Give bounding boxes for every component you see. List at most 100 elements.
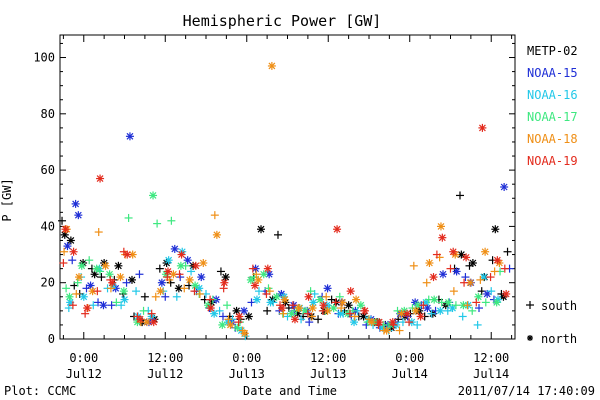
x-tick-time-label: 12:00 bbox=[147, 351, 183, 365]
x-tick-time-label: 12:00 bbox=[310, 351, 346, 365]
south-point bbox=[161, 292, 170, 301]
north-point bbox=[346, 287, 355, 296]
north-point bbox=[92, 264, 101, 273]
north-point bbox=[185, 275, 194, 284]
x-tick-date-label: Jul12 bbox=[147, 367, 183, 381]
south-point bbox=[117, 301, 126, 310]
south-point bbox=[279, 309, 288, 318]
south-point bbox=[167, 216, 176, 225]
south-point bbox=[393, 306, 402, 315]
legend-item: NOAA-17 bbox=[527, 110, 578, 124]
south-point bbox=[155, 264, 164, 273]
south-point bbox=[350, 312, 359, 321]
north-point bbox=[250, 281, 259, 290]
series-noaa-19 bbox=[59, 123, 511, 329]
north-point bbox=[425, 259, 434, 267]
north-point bbox=[108, 278, 117, 287]
south-point bbox=[461, 273, 470, 282]
north-point bbox=[206, 304, 215, 313]
north-point bbox=[156, 287, 165, 296]
legend-item: NOAA-19 bbox=[527, 154, 578, 168]
south-point bbox=[283, 312, 292, 321]
north-point bbox=[263, 264, 272, 273]
south-point bbox=[481, 298, 490, 307]
south-point bbox=[263, 306, 272, 315]
north-point bbox=[316, 295, 325, 304]
y-tick-label: 20 bbox=[41, 276, 55, 290]
north-point bbox=[287, 309, 296, 318]
south-point bbox=[132, 287, 141, 296]
north-point bbox=[367, 318, 376, 327]
north-point bbox=[75, 273, 84, 282]
south-point bbox=[190, 287, 199, 296]
north-point bbox=[416, 312, 425, 321]
north-point bbox=[375, 318, 384, 327]
south-point bbox=[107, 301, 116, 310]
south-point bbox=[64, 304, 73, 313]
south-point bbox=[175, 270, 184, 279]
south-point bbox=[262, 289, 271, 298]
south-point bbox=[322, 292, 331, 301]
north-point bbox=[436, 222, 445, 231]
x-tick-time-label: 0:00 bbox=[69, 351, 98, 365]
south-point bbox=[139, 306, 148, 315]
south-point bbox=[60, 247, 69, 256]
north-point bbox=[116, 273, 125, 282]
marker-legend-label: south bbox=[541, 299, 577, 313]
south-point bbox=[187, 267, 196, 276]
north-point bbox=[83, 304, 92, 313]
south-point bbox=[180, 284, 189, 293]
south-point bbox=[500, 264, 509, 273]
south-point bbox=[68, 256, 77, 265]
north-point bbox=[304, 292, 313, 301]
x-tick-date-label: Jul12 bbox=[66, 367, 102, 381]
x-tick-time-label: 12:00 bbox=[473, 351, 509, 365]
x-axis-label: Date and Time bbox=[243, 384, 337, 398]
north-point bbox=[474, 292, 483, 301]
north-point bbox=[220, 278, 229, 287]
y-tick-label: 100 bbox=[33, 51, 55, 65]
north-point bbox=[257, 225, 266, 234]
series-noaa-18 bbox=[60, 61, 504, 338]
north-point bbox=[449, 247, 458, 256]
north-point bbox=[478, 123, 487, 132]
north-point bbox=[210, 309, 219, 318]
y-tick-label: 40 bbox=[41, 219, 55, 233]
south-point bbox=[206, 295, 215, 304]
north-point bbox=[96, 174, 105, 183]
south-point bbox=[62, 284, 71, 293]
south-point bbox=[437, 298, 446, 307]
south-point bbox=[306, 287, 315, 296]
north-point bbox=[246, 275, 255, 284]
south-point bbox=[487, 287, 496, 296]
plot-timestamp: 2011/07/14 17:40:09 bbox=[458, 384, 595, 398]
north-point bbox=[438, 233, 447, 242]
y-axis: 0 20 40 60 80 100 bbox=[33, 42, 515, 346]
north-point bbox=[240, 306, 249, 315]
south-point bbox=[475, 304, 484, 313]
north-point bbox=[350, 318, 359, 327]
y-tick-label: 60 bbox=[41, 163, 55, 177]
north-point bbox=[278, 304, 287, 313]
north-point bbox=[240, 329, 249, 338]
data-points bbox=[58, 61, 514, 341]
legend-item: NOAA-18 bbox=[527, 132, 578, 146]
north-point bbox=[164, 256, 173, 265]
south-point bbox=[153, 219, 162, 228]
south-point bbox=[337, 304, 346, 313]
north-point bbox=[63, 242, 72, 251]
north-point bbox=[149, 318, 158, 327]
south-point bbox=[218, 312, 227, 321]
north-point bbox=[481, 247, 490, 256]
north-point bbox=[163, 267, 172, 276]
legend: METP-02 NOAA-15 NOAA-16 NOAA-17 NOAA-18 NOAA-… bbox=[527, 44, 578, 168]
south-point bbox=[460, 278, 469, 287]
south-point bbox=[303, 309, 312, 318]
south-point bbox=[172, 292, 181, 301]
south-point bbox=[140, 292, 149, 301]
north-point bbox=[170, 244, 179, 253]
south-point bbox=[94, 228, 103, 237]
south-point bbox=[151, 292, 160, 301]
north-point bbox=[127, 275, 136, 284]
north-point bbox=[323, 284, 332, 293]
